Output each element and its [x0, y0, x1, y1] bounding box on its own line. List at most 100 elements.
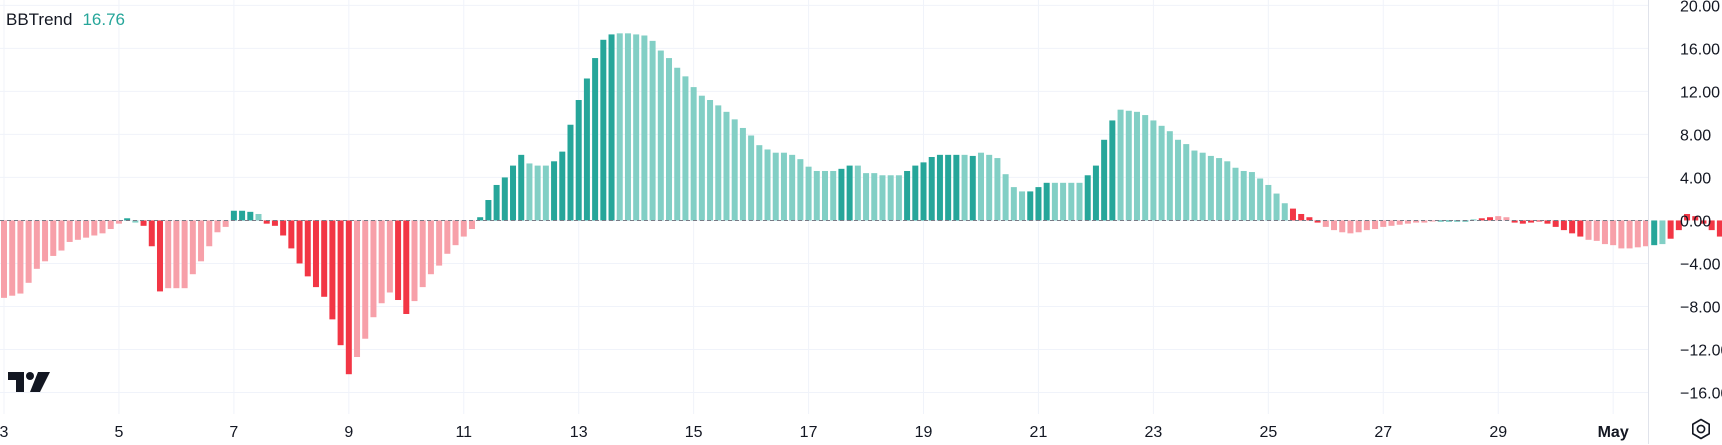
histogram-bar	[1298, 213, 1305, 221]
histogram-bar	[378, 220, 385, 304]
histogram-bar	[230, 210, 237, 221]
histogram-bar	[739, 127, 746, 221]
histogram-bar	[863, 173, 870, 221]
histogram-bar	[1569, 220, 1576, 234]
histogram-bar	[1487, 217, 1494, 221]
histogram-bar	[748, 135, 755, 221]
histogram-bar	[206, 220, 213, 247]
histogram-bar	[1519, 220, 1526, 224]
histogram-bar	[510, 165, 517, 221]
histogram-bar	[1708, 220, 1715, 231]
histogram-bar	[772, 152, 779, 221]
histogram-bar	[1421, 220, 1428, 223]
histogram-bar	[600, 39, 607, 221]
y-tick-label: 8.00	[1680, 127, 1711, 144]
histogram-bar	[764, 149, 771, 221]
histogram-bar	[657, 50, 664, 221]
histogram-bar	[1060, 182, 1067, 221]
histogram-bar	[526, 163, 533, 221]
tradingview-logo-icon[interactable]	[8, 372, 50, 399]
histogram-bar	[1495, 216, 1502, 221]
histogram-bar	[1150, 120, 1157, 221]
x-tick-label: 11	[455, 424, 472, 441]
histogram-bar	[58, 220, 65, 251]
histogram-bar	[1667, 220, 1674, 239]
histogram-bar	[1175, 139, 1182, 221]
histogram-bar	[493, 184, 500, 221]
histogram-bar	[33, 220, 40, 269]
y-tick-label: 20.00	[1680, 0, 1720, 15]
histogram-bar	[74, 220, 81, 240]
histogram-bar	[1183, 144, 1190, 221]
histogram-bar	[1388, 220, 1395, 226]
histogram-bar	[1692, 216, 1699, 221]
histogram-bar	[583, 78, 590, 221]
indicator-legend[interactable]: BBTrend 16.76	[6, 10, 125, 30]
histogram-bar	[91, 220, 98, 236]
histogram-bar	[1142, 115, 1149, 221]
x-tick-label: 17	[800, 424, 818, 441]
histogram-bar	[649, 40, 656, 221]
histogram-bar	[1035, 187, 1042, 221]
histogram-bar	[1396, 220, 1403, 225]
histogram-bar	[255, 213, 262, 221]
histogram-bar	[1363, 220, 1370, 231]
histogram-bar	[838, 168, 845, 221]
y-tick-label: −12.00	[1680, 342, 1722, 359]
y-tick-label: −16.00	[1680, 385, 1722, 402]
histogram-bar	[1716, 220, 1722, 237]
histogram-bar	[321, 220, 328, 297]
indicator-value: 16.76	[82, 10, 126, 29]
histogram-bar	[846, 165, 853, 221]
histogram-bar	[1109, 120, 1116, 221]
histogram-bar	[1248, 172, 1255, 221]
x-tick-label: 13	[570, 424, 588, 441]
x-tick-label: 23	[1145, 424, 1163, 441]
histogram-bar	[1010, 187, 1017, 221]
y-tick-label: 0.00	[1680, 213, 1711, 230]
histogram-bar	[542, 165, 549, 221]
histogram-bar	[403, 220, 410, 314]
histogram-bar	[1601, 220, 1608, 245]
histogram-bar	[1199, 152, 1206, 221]
settings-gear-icon[interactable]	[1690, 418, 1712, 445]
histogram-bar	[1610, 220, 1617, 246]
histogram-bar	[1577, 220, 1584, 237]
histogram-bar	[304, 220, 311, 277]
histogram-bar	[271, 220, 278, 226]
histogram-bar	[1092, 165, 1099, 221]
y-axis: 20.00 16.00 12.00 8.00 4.00 0.00 −4.00 −8.00 −12…	[1680, 0, 1722, 402]
histogram-bar	[1478, 218, 1485, 221]
histogram-bar	[1659, 220, 1666, 245]
histogram-bar	[1454, 220, 1461, 222]
histogram-bar	[707, 100, 714, 221]
histogram-bar	[731, 119, 738, 221]
histogram-bar	[25, 220, 32, 283]
histogram-bar	[42, 220, 49, 262]
histogram-bar	[66, 220, 73, 242]
histogram-bar	[977, 152, 984, 221]
histogram-bar	[854, 165, 861, 221]
histogram-bar	[1560, 220, 1567, 231]
histogram-bar	[1626, 220, 1633, 249]
histogram-bar	[1002, 174, 1009, 221]
histogram-bar	[345, 220, 352, 375]
histogram-bar	[1634, 220, 1641, 248]
histogram-bar	[1273, 193, 1280, 221]
histogram-bar	[165, 220, 172, 289]
histogram-bar	[1216, 158, 1223, 221]
histogram-bar	[362, 220, 369, 339]
histogram-bar	[124, 218, 131, 221]
histogram-bar	[280, 220, 287, 236]
histogram-bar	[239, 210, 246, 221]
histogram-bar	[1084, 175, 1091, 221]
histogram-bar	[534, 165, 541, 221]
histogram-bar	[107, 220, 114, 230]
histogram-bar	[288, 220, 295, 249]
histogram-bar	[386, 220, 393, 293]
histogram-bar	[936, 154, 943, 221]
histogram-bar	[616, 33, 623, 221]
histogram-bar	[1372, 220, 1379, 230]
histogram-bar	[674, 67, 681, 221]
